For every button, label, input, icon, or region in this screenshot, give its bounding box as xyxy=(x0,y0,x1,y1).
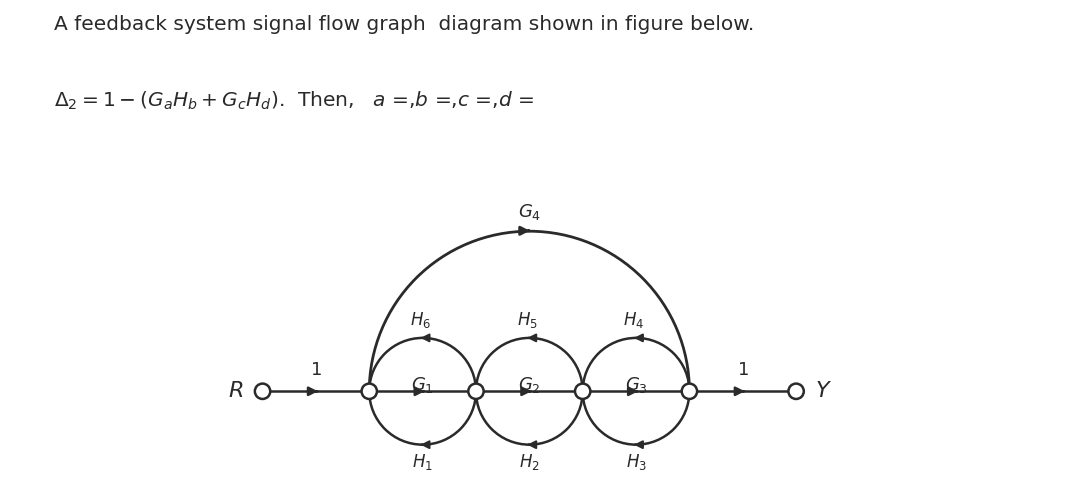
Circle shape xyxy=(788,383,804,399)
Text: $1$: $1$ xyxy=(310,362,322,379)
Text: $H_2$: $H_2$ xyxy=(519,452,540,472)
Text: $H_1$: $H_1$ xyxy=(413,452,433,472)
Text: $Y$: $Y$ xyxy=(815,381,833,401)
Text: $G_4$: $G_4$ xyxy=(517,202,541,222)
Text: $H_5$: $H_5$ xyxy=(516,310,538,330)
Text: $G_3$: $G_3$ xyxy=(624,375,648,395)
Text: $R$: $R$ xyxy=(228,381,243,401)
Text: $H_6$: $H_6$ xyxy=(410,310,431,330)
Text: $H_3$: $H_3$ xyxy=(625,452,647,472)
Text: $G_2$: $G_2$ xyxy=(518,375,541,395)
Text: $\Delta_2 = 1-(G_aH_b+G_cH_d)$.  Then,   $a$ =,$b$ =,$c$ =,$d$ =: $\Delta_2 = 1-(G_aH_b+G_cH_d)$. Then, $a… xyxy=(54,90,534,112)
Text: A feedback system signal flow graph  diagram shown in figure below.: A feedback system signal flow graph diag… xyxy=(54,15,754,34)
Circle shape xyxy=(362,383,377,399)
Circle shape xyxy=(469,383,484,399)
Circle shape xyxy=(681,383,697,399)
Text: $H_4$: $H_4$ xyxy=(623,310,645,330)
Text: $1$: $1$ xyxy=(737,362,748,379)
Circle shape xyxy=(575,383,591,399)
Circle shape xyxy=(255,383,270,399)
Text: $G_1$: $G_1$ xyxy=(411,375,434,395)
